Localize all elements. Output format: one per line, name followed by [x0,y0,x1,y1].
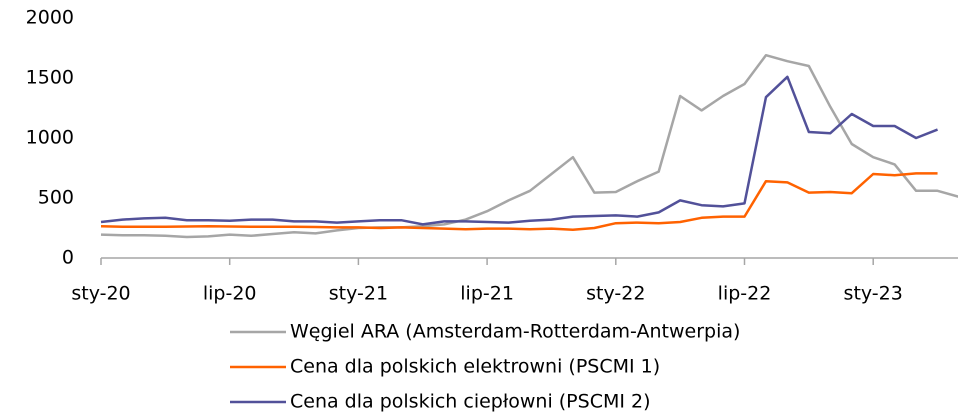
series-line [100,53,958,239]
x-tick-label: sty-20 [71,283,130,305]
y-tick-label: 2000 [26,7,74,29]
y-tick-label: 1000 [26,127,74,149]
series-line [100,172,938,232]
x-tick-label: lip-22 [718,283,772,305]
x-tick-label: lip-21 [460,283,514,305]
x-tick-label: sty-23 [844,283,903,305]
x-tick-label: lip-20 [203,283,257,305]
y-tick-label: 0 [62,247,74,269]
y-tick-label: 1500 [26,67,74,89]
legend-label: Cena dla polskich elektrowni (PSCMI 1) [290,356,660,378]
legend-label: Węgiel ARA (Amsterdam-Rotterdam-Antwerpi… [290,321,740,343]
x-tick-label: sty-21 [329,283,388,305]
x-tick-label: sty-22 [586,283,645,305]
series-line [100,75,939,226]
y-tick-label: 500 [38,187,74,209]
legend-label: Cena dla polskich ciepłowni (PSCMI 2) [290,391,651,413]
